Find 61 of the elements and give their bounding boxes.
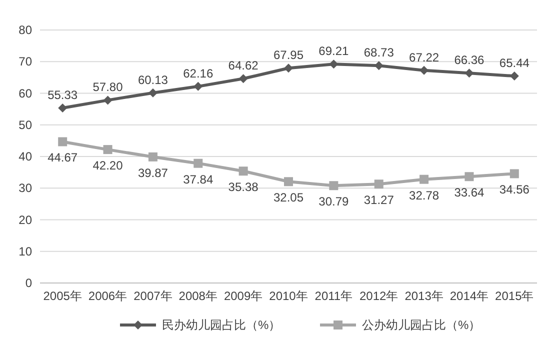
point bbox=[103, 145, 112, 154]
data-label: 32.78 bbox=[409, 188, 440, 202]
data-label: 67.95 bbox=[273, 48, 304, 62]
point bbox=[58, 137, 68, 146]
data-label: 39.87 bbox=[138, 166, 168, 180]
data-label: 55.33 bbox=[48, 88, 78, 102]
data-label: 32.05 bbox=[273, 190, 304, 205]
y-tick-label: 0 bbox=[25, 276, 32, 290]
point bbox=[464, 172, 474, 182]
point bbox=[284, 64, 293, 73]
point bbox=[284, 177, 293, 186]
x-tick-label: 2008年 bbox=[178, 289, 218, 303]
data-label: 64.62 bbox=[228, 58, 259, 73]
x-tick-label: 2010年 bbox=[269, 289, 308, 303]
point bbox=[420, 174, 429, 184]
data-label: 57.80 bbox=[92, 80, 124, 94]
y-tick-label: 20 bbox=[18, 212, 32, 227]
data-label: 65.44 bbox=[499, 56, 530, 70]
data-label: 33.64 bbox=[454, 186, 485, 200]
data-label: 60.13 bbox=[138, 72, 168, 87]
point bbox=[148, 88, 158, 98]
y-tick-label: 80 bbox=[18, 23, 32, 37]
data-label: 62.16 bbox=[183, 66, 214, 80]
y-tick-label: 40 bbox=[18, 150, 32, 164]
point bbox=[374, 180, 384, 189]
x-tick-label: 2013年 bbox=[404, 289, 444, 303]
data-label: 69.21 bbox=[318, 44, 350, 58]
point bbox=[510, 169, 519, 178]
data-label: 68.73 bbox=[364, 46, 394, 60]
data-label: 34.56 bbox=[499, 182, 530, 197]
x-tick-label: 2012年 bbox=[360, 289, 398, 303]
x-tick-label: 2014年 bbox=[450, 289, 489, 303]
y-tick-label: 10 bbox=[18, 244, 32, 258]
point bbox=[329, 181, 338, 190]
data-label: 67.22 bbox=[409, 50, 440, 64]
legend-label: 公办幼儿园占比（%） bbox=[362, 318, 481, 332]
data-label: 31.27 bbox=[364, 193, 394, 208]
x-tick-label: 2006年 bbox=[88, 289, 128, 303]
y-tick-label: 50 bbox=[18, 118, 32, 132]
y-tick-label: 70 bbox=[18, 54, 32, 69]
x-tick-label: 2011年 bbox=[314, 289, 353, 303]
x-tick-label: 2009年 bbox=[224, 289, 263, 303]
data-label: 35.38 bbox=[228, 180, 259, 194]
point bbox=[238, 74, 248, 84]
data-label: 66.36 bbox=[454, 53, 485, 68]
point bbox=[238, 166, 248, 176]
data-label: 44.67 bbox=[48, 150, 78, 165]
x-tick-label: 2007年 bbox=[134, 289, 172, 303]
point bbox=[58, 104, 68, 113]
data-label: 42.20 bbox=[92, 158, 124, 173]
y-tick-label: 60 bbox=[18, 86, 32, 100]
point bbox=[103, 96, 112, 105]
x-tick-label: 2015年 bbox=[495, 289, 534, 303]
y-tick-label: 30 bbox=[18, 181, 32, 196]
x-tick-label: 2005年 bbox=[43, 289, 82, 303]
point bbox=[194, 82, 203, 91]
legend-label: 民办幼儿园占比（%） bbox=[162, 318, 281, 332]
data-label: 37.84 bbox=[183, 172, 214, 186]
point bbox=[194, 158, 203, 168]
data-label: 30.79 bbox=[318, 194, 350, 209]
point bbox=[148, 152, 158, 162]
